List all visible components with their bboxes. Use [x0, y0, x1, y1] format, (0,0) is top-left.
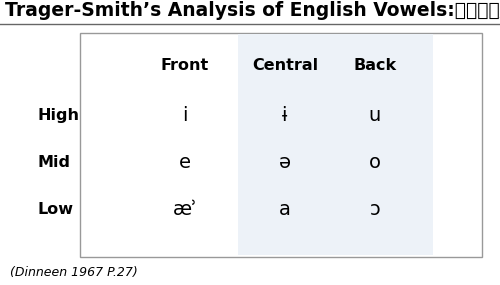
Text: æʾ: æʾ: [172, 200, 198, 219]
Text: Back: Back: [354, 58, 397, 73]
Bar: [80, 33, 482, 256]
Text: ə: ə: [279, 153, 291, 172]
Text: Mid: Mid: [38, 155, 70, 170]
Text: a: a: [279, 200, 291, 219]
Text: u: u: [369, 106, 381, 125]
Text: ɔ: ɔ: [370, 200, 380, 219]
Text: i: i: [182, 106, 188, 125]
Text: High: High: [38, 108, 80, 123]
Text: (​Dinneen 1967 P.27): (​Dinneen 1967 P.27): [10, 266, 138, 279]
Text: ɨ: ɨ: [282, 106, 288, 125]
Text: Central: Central: [252, 58, 318, 73]
Bar: [238, 34, 432, 255]
Text: Front: Front: [161, 58, 209, 73]
Text: e: e: [179, 153, 191, 172]
Text: Trager-Smith’s Analysis of English Vowels:舌の位置/高低: Trager-Smith’s Analysis of English Vowel…: [5, 1, 500, 21]
Text: o: o: [369, 153, 381, 172]
Text: Low: Low: [38, 202, 74, 217]
